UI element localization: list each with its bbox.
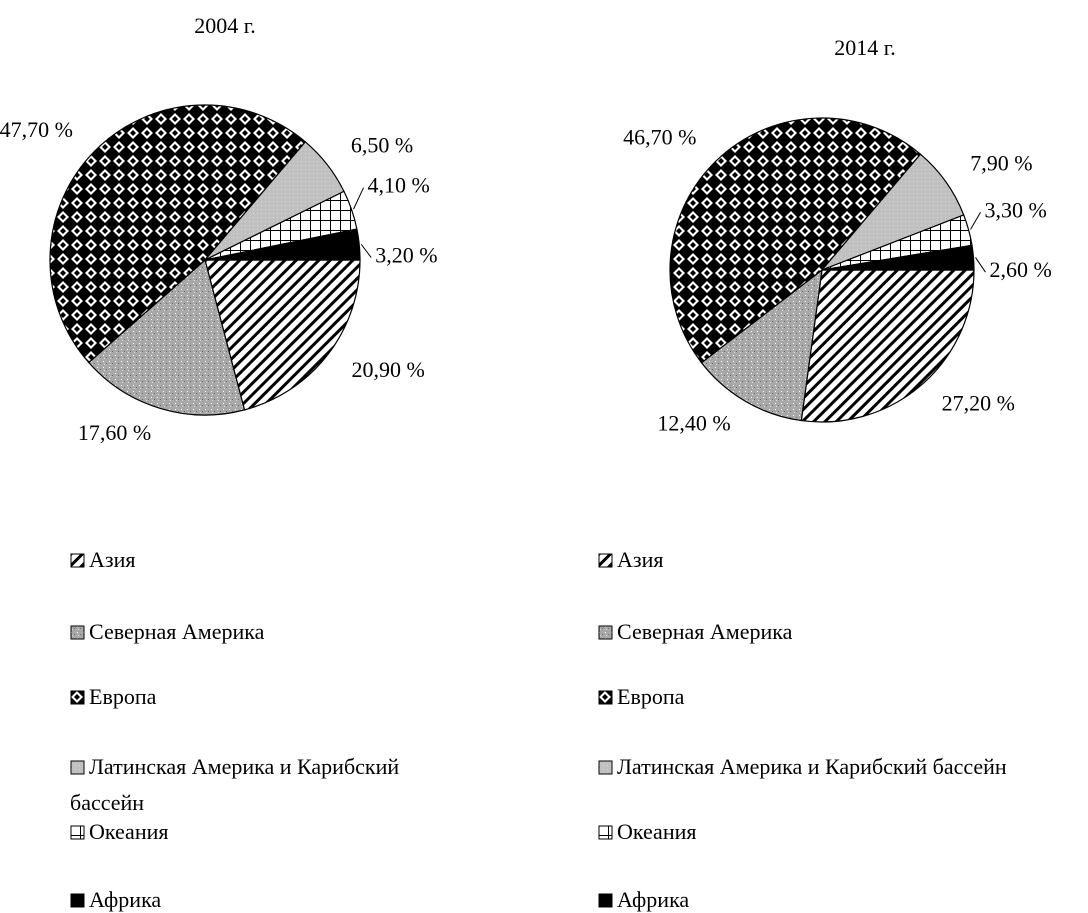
pie-slice (669, 117, 922, 364)
data-label: 17,60 % (78, 420, 151, 445)
legend-item: Северная Америка (70, 614, 410, 650)
pie-slice (87, 258, 246, 416)
legend-label: Океания (617, 819, 697, 844)
legend-swatch (598, 553, 613, 568)
legend-swatch-rect (70, 825, 85, 840)
leader-line (360, 243, 372, 258)
legend-swatch-rect (70, 893, 85, 908)
legend-label: Латинская Америка и Карибский бассейн (617, 754, 1007, 779)
legend-swatch-rect (70, 625, 85, 640)
legend-swatch (70, 893, 85, 908)
data-label: 46,70 % (623, 125, 696, 150)
legend-item: Африка (70, 882, 410, 913)
legend-label: Океания (89, 819, 169, 844)
pie-slice (800, 269, 975, 423)
legend-swatch-rect (598, 893, 613, 908)
legend-item: Азия (70, 542, 410, 578)
data-label: 2,60 % (989, 257, 1051, 282)
legend-swatch (598, 893, 613, 908)
data-label: 3,30 % (985, 197, 1047, 222)
legend-label: Африка (89, 887, 162, 912)
legend-swatch-rect (598, 625, 613, 640)
legend-label: Северная Америка (89, 619, 265, 644)
legend-label: Азия (89, 547, 136, 572)
legend-swatch-rect (70, 553, 85, 568)
leader-line (353, 187, 364, 210)
legend-label: Азия (617, 547, 664, 572)
chart-title: 2014 г. (834, 35, 896, 60)
legend-swatch (70, 690, 85, 705)
legend-swatch-rect (598, 553, 613, 568)
legend-label: Латинская Америка и Карибский бассейн (70, 754, 400, 815)
legend-swatch (70, 625, 85, 640)
legend-swatch (598, 625, 613, 640)
legend-swatch (70, 825, 85, 840)
data-label: 6,50 % (351, 132, 413, 157)
legend-swatch (70, 760, 85, 775)
data-label: 12,40 % (657, 411, 730, 436)
legend-swatch (598, 690, 613, 705)
legend-label: Африка (617, 887, 690, 912)
data-label: 7,90 % (970, 151, 1032, 176)
legend-item: Северная Америка (598, 614, 1088, 650)
leader-line (975, 257, 986, 273)
data-label: 27,20 % (942, 391, 1015, 416)
legend-label: Европа (617, 684, 685, 709)
chart-title: 2004 г. (194, 13, 256, 38)
legend-swatch-rect (70, 760, 85, 775)
leader-line (970, 212, 981, 230)
data-label: 47,70 % (0, 117, 73, 142)
legend-swatch (70, 553, 85, 568)
legend-swatch-rect (70, 690, 85, 705)
legend-item: Азия (598, 542, 1088, 578)
legend-label: Северная Америка (617, 619, 793, 644)
data-label: 3,20 % (375, 243, 437, 268)
data-label: 4,10 % (368, 173, 430, 198)
pie-slice (204, 228, 361, 261)
legend-item: Океания (70, 814, 410, 850)
legend-item: Латинская Америка и Карибский бассейн (598, 749, 1088, 785)
legend-item: Европа (598, 679, 1088, 715)
legend-swatch-rect (598, 760, 613, 775)
legend-item: Европа (70, 679, 410, 715)
legend-item: Океания (598, 814, 1088, 850)
legend-item: Латинская Америка и Карибский бассейн (70, 749, 410, 821)
legend-item: Африка (598, 882, 1088, 913)
legend-swatch (598, 825, 613, 840)
pie-slice (821, 244, 975, 271)
legend-swatch-rect (598, 690, 613, 705)
data-label: 20,90 % (352, 357, 425, 382)
legend-swatch-rect (598, 825, 613, 840)
pie-slice (49, 104, 307, 364)
legend-swatch (598, 760, 613, 775)
pie-slice (700, 268, 823, 422)
pie-slice (204, 259, 361, 411)
legend-label: Европа (89, 684, 157, 709)
